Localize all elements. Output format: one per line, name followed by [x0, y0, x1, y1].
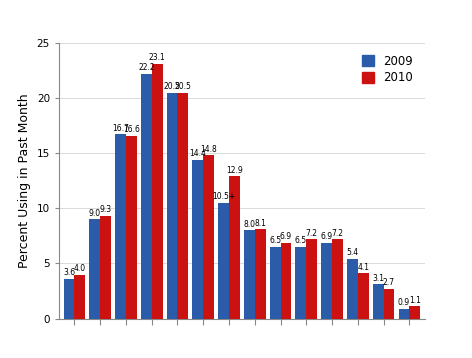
Text: 10.5+: 10.5+ [212, 192, 235, 201]
Text: 4.0: 4.0 [74, 264, 86, 273]
Bar [177, 93, 188, 319]
Text: 5.4: 5.4 [346, 248, 358, 257]
Y-axis label: Percent Using in Past Month: Percent Using in Past Month [18, 93, 31, 268]
Text: 22.2: 22.2 [138, 63, 155, 72]
Text: 20.5: 20.5 [164, 82, 180, 91]
Text: 20.5: 20.5 [175, 82, 191, 91]
Bar [100, 216, 111, 319]
Text: 8.0: 8.0 [244, 220, 255, 229]
Text: 1.1: 1.1 [409, 296, 421, 305]
Bar [152, 64, 162, 319]
Bar [409, 306, 420, 319]
Text: 6.5: 6.5 [295, 236, 307, 245]
Legend: 2009, 2010: 2009, 2010 [356, 49, 419, 90]
Bar [306, 239, 317, 319]
Text: 6.9: 6.9 [280, 232, 292, 241]
Bar [89, 219, 100, 319]
Bar [255, 229, 266, 319]
Bar [295, 247, 306, 319]
Bar [167, 93, 177, 319]
Bar [75, 275, 85, 319]
Bar [384, 289, 395, 319]
Bar [229, 176, 240, 319]
Bar [332, 239, 343, 319]
Text: 12.9: 12.9 [226, 166, 243, 175]
Bar [358, 274, 369, 319]
Bar [347, 259, 358, 319]
Bar [203, 155, 214, 319]
Text: 6.9: 6.9 [320, 232, 333, 241]
Bar [193, 160, 203, 319]
Text: 8.1: 8.1 [254, 219, 266, 228]
Text: 23.1: 23.1 [149, 53, 166, 62]
Text: 6.5: 6.5 [269, 236, 281, 245]
Text: 16.7: 16.7 [112, 124, 129, 133]
Text: 9.3: 9.3 [100, 205, 112, 214]
Bar [373, 285, 384, 319]
Text: 3.6: 3.6 [63, 268, 75, 277]
Bar [218, 203, 229, 319]
Text: 14.8: 14.8 [200, 145, 217, 154]
Bar [280, 242, 291, 319]
Text: 4.1: 4.1 [357, 263, 369, 272]
Text: 7.2: 7.2 [331, 228, 344, 238]
Bar [126, 136, 137, 319]
Bar [115, 135, 126, 319]
Text: 2.7: 2.7 [383, 278, 395, 287]
Bar [270, 247, 280, 319]
Bar [244, 231, 255, 319]
Text: 16.6: 16.6 [123, 125, 140, 134]
Bar [321, 242, 332, 319]
Text: 7.2: 7.2 [306, 228, 318, 238]
Text: 14.4: 14.4 [189, 149, 206, 158]
Bar [64, 279, 75, 319]
Text: 0.9: 0.9 [398, 298, 410, 307]
Text: 3.1: 3.1 [372, 274, 384, 283]
Text: 9.0: 9.0 [89, 209, 101, 218]
Bar [141, 74, 152, 319]
Bar [398, 309, 409, 319]
